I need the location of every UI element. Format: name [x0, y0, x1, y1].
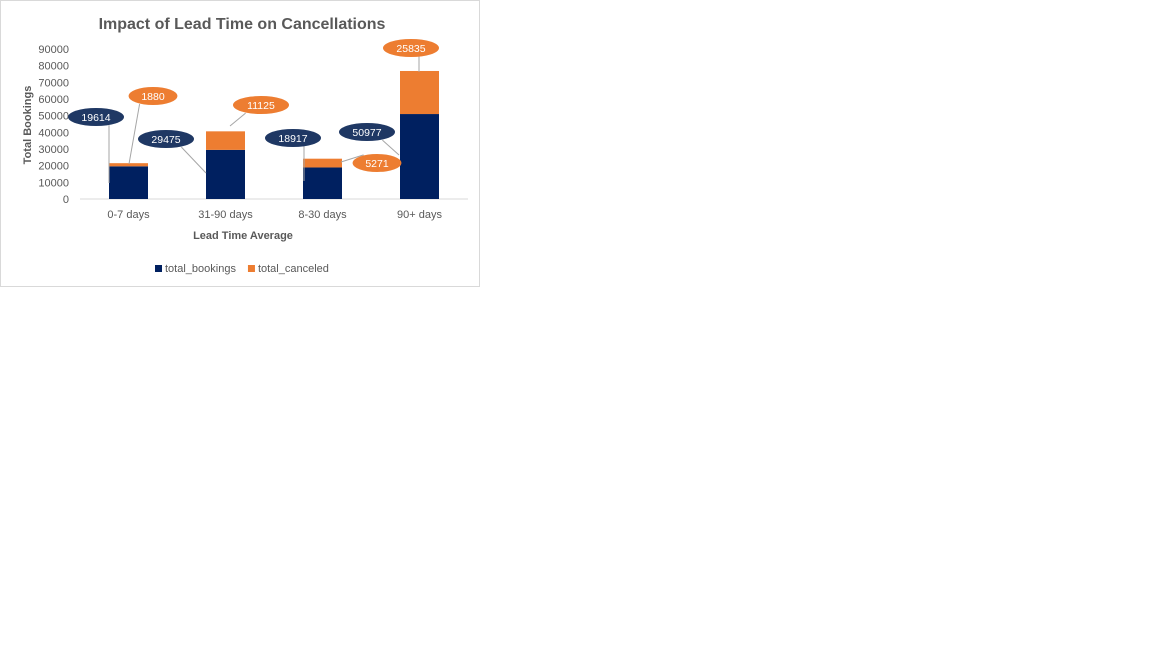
x-tick-label: 90+ days [397, 209, 442, 221]
y-tick-label: 10000 [38, 177, 69, 189]
bar-total-bookings [303, 167, 342, 199]
y-tick-label: 60000 [38, 94, 69, 106]
y-tick-label: 30000 [38, 144, 69, 156]
y-axis-title: Total Bookings [22, 86, 34, 165]
x-axis-ticks: 0-7 days 31-90 days 8-30 days 90+ days [107, 209, 442, 221]
bar-total-bookings [206, 149, 245, 199]
callout-bubble [128, 87, 178, 105]
data-label-total-bookings: 29475 [151, 134, 180, 146]
bar-total-bookings [109, 166, 148, 199]
bar-group [109, 70, 439, 199]
bar-total-canceled [109, 163, 148, 167]
callout-bubble [233, 96, 289, 114]
legend: total_bookings total_canceled [155, 263, 329, 275]
data-label-total-canceled: 1880 [141, 91, 165, 103]
x-axis-title: Lead Time Average [193, 230, 293, 242]
callout-bubble [68, 108, 124, 126]
callout-bubble [265, 129, 321, 147]
callout-bubble [339, 123, 395, 141]
callout-leader-line [229, 112, 246, 127]
callout-leader-line [340, 154, 364, 163]
data-label-total-canceled: 11125 [247, 100, 275, 112]
callout-bubble [352, 154, 402, 172]
legend-swatch [155, 265, 162, 272]
y-tick-label: 70000 [38, 77, 69, 89]
data-label-total-bookings: 18917 [278, 133, 307, 145]
bar-total-canceled [400, 70, 439, 115]
chart-container: Impact of Lead Time on Cancellations Tot… [0, 0, 480, 287]
legend-swatch [247, 265, 255, 272]
x-tick-label: 0-7 days [107, 209, 150, 221]
callout-leader-line [128, 104, 141, 165]
bar-total-canceled [206, 131, 245, 150]
chart-title: Impact of Lead Time on Cancellations [99, 16, 386, 33]
y-tick-label: 80000 [38, 61, 69, 73]
bar-total-canceled [303, 158, 342, 168]
callout-leader-line [382, 139, 400, 156]
y-tick-label: 0 [63, 194, 69, 206]
y-tick-label: 90000 [38, 44, 69, 56]
y-tick-label: 40000 [38, 127, 69, 139]
data-label-total-canceled: 25835 [396, 43, 425, 55]
data-label-total-canceled: 5271 [365, 158, 389, 170]
y-tick-label: 20000 [38, 161, 69, 173]
data-label-total-bookings: 19614 [81, 112, 110, 124]
x-tick-label: 8-30 days [298, 209, 347, 221]
y-tick-label: 50000 [38, 111, 69, 123]
callout-bubble [383, 39, 439, 57]
callout-leader-line [181, 146, 207, 174]
y-axis-ticks: 0 10000 20000 30000 40000 50000 60000 70000 8000… [38, 44, 69, 206]
legend-label: total_bookings [165, 263, 236, 275]
callout-bubble [138, 130, 194, 148]
data-callouts: 19614 29475 18917 50977 1880 11125 5271 25835 [68, 39, 439, 183]
legend-label: total_canceled [258, 263, 329, 275]
bar-total-bookings [400, 114, 439, 199]
x-tick-label: 31-90 days [198, 209, 253, 221]
data-label-total-bookings: 50977 [352, 127, 381, 139]
chart-svg: Impact of Lead Time on Cancellations Tot… [22, 16, 468, 275]
